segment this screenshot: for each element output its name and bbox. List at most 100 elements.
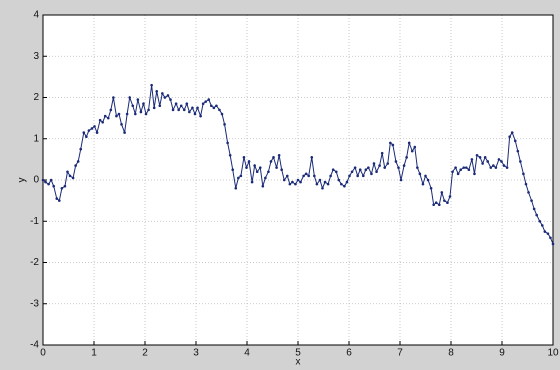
y-axis-label: y: [17, 178, 28, 183]
data-point: [437, 203, 441, 207]
data-point: [41, 178, 45, 182]
data-point: [85, 135, 88, 138]
data-point: [142, 102, 145, 105]
data-point: [150, 83, 153, 87]
data-point: [204, 100, 207, 103]
data-point: [242, 156, 246, 159]
data-point: [470, 158, 474, 161]
data-point: [218, 108, 221, 112]
data-point: [508, 135, 511, 138]
data-point: [103, 114, 107, 118]
data-point: [358, 168, 362, 171]
data-point: [446, 201, 449, 204]
data-point: [261, 184, 265, 188]
data-point: [269, 160, 273, 163]
x-tick-label: 8: [448, 348, 454, 359]
x-tick-label: 7: [397, 348, 403, 359]
data-point: [462, 166, 466, 169]
data-point: [481, 162, 484, 165]
data-point: [535, 213, 538, 217]
data-point: [394, 160, 398, 163]
data-point: [489, 166, 493, 169]
data-point: [131, 104, 135, 108]
data-point: [239, 174, 243, 178]
data-point: [413, 145, 417, 149]
data-point: [253, 164, 256, 167]
data-point: [282, 178, 286, 182]
data-point: [486, 160, 490, 163]
data-point: [516, 149, 520, 153]
data-point: [125, 112, 129, 116]
data-point: [497, 158, 501, 161]
data-point: [98, 118, 102, 122]
data-point: [76, 160, 80, 163]
x-tick-label: 6: [346, 348, 352, 359]
data-point: [432, 203, 435, 207]
data-point: [519, 160, 522, 163]
data-point: [101, 120, 104, 124]
data-point: [429, 186, 433, 190]
data-point: [299, 180, 302, 184]
x-tick-label: 2: [142, 348, 148, 359]
data-point: [264, 176, 267, 180]
data-point: [361, 174, 365, 178]
x-tick-label: 5: [295, 348, 301, 359]
data-point: [188, 110, 191, 114]
data-point: [115, 114, 118, 118]
data-point: [161, 92, 164, 95]
y-tick-label: -2: [30, 257, 39, 268]
data-point: [169, 98, 172, 101]
data-point: [551, 242, 555, 246]
x-tick-label: 1: [91, 348, 97, 359]
data-point: [372, 162, 376, 165]
data-point: [502, 164, 506, 167]
data-point: [456, 172, 460, 176]
data-point: [546, 232, 550, 235]
data-point: [527, 191, 530, 194]
data-point: [421, 182, 425, 186]
data-point: [500, 160, 503, 163]
data-point: [247, 160, 251, 163]
data-point: [451, 170, 454, 174]
y-tick-label: -3: [30, 298, 39, 309]
data-point: [370, 172, 373, 176]
data-point: [144, 112, 148, 116]
data-point: [448, 195, 452, 198]
data-point: [313, 174, 316, 178]
data-point: [231, 168, 235, 171]
data-point: [532, 207, 536, 211]
data-point: [340, 182, 343, 186]
y-tick-label: 2: [33, 92, 39, 103]
data-point: [378, 164, 381, 167]
data-point: [66, 170, 69, 174]
data-point: [47, 182, 50, 186]
x-axis-label: x: [296, 357, 301, 368]
data-point: [196, 106, 199, 110]
data-point: [272, 156, 275, 159]
data-point: [386, 162, 390, 165]
data-point: [459, 168, 462, 171]
data-point: [549, 236, 552, 240]
data-point: [440, 191, 444, 194]
data-point: [155, 90, 159, 93]
data-point: [483, 156, 487, 159]
data-point: [95, 131, 99, 134]
data-point: [82, 131, 86, 134]
data-point: [277, 153, 281, 157]
data-point: [383, 166, 387, 169]
data-point: [237, 176, 240, 180]
y-tick-label: -1: [30, 216, 39, 227]
data-point: [139, 110, 143, 114]
data-point: [250, 180, 254, 184]
data-point: [223, 123, 226, 126]
data-point: [410, 149, 414, 153]
data-point: [343, 184, 346, 188]
data-point: [402, 164, 406, 167]
data-point: [375, 170, 378, 174]
data-point: [326, 182, 330, 186]
data-point: [109, 108, 113, 112]
data-point: [74, 164, 77, 167]
data-point: [294, 182, 297, 186]
data-point: [179, 104, 183, 108]
